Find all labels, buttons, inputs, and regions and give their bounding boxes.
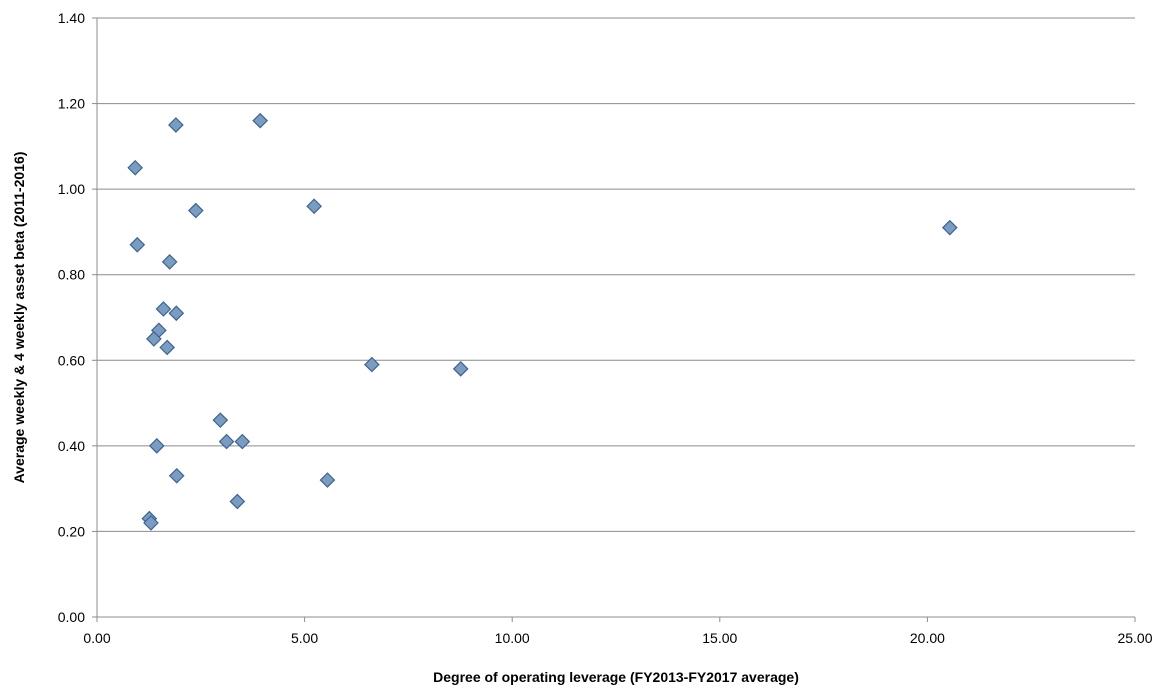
data-point [229,493,246,510]
y-tick-label: 1.00 [58,181,85,197]
data-point [168,117,184,133]
x-tick-label: 25.00 [1117,630,1152,646]
y-tick-label: 0.00 [58,609,85,625]
data-point [234,433,251,450]
data-point [127,159,144,176]
data-point [129,236,146,253]
data-point [146,331,162,347]
y-tick-label: 0.60 [58,352,85,368]
data-point [143,515,159,531]
x-tick-label: 15.00 [702,630,737,646]
data-point [148,438,165,454]
data-point [212,412,229,429]
data-points [127,112,958,531]
data-point [161,254,178,270]
x-tick-label: 5.00 [291,630,318,646]
data-point [187,202,204,219]
x-tick-label: 10.00 [495,630,530,646]
data-point [306,198,322,215]
data-point [452,360,469,377]
x-tick-label: 20.00 [910,630,945,646]
x-tick-label: 0.00 [83,630,110,646]
data-point [168,467,185,484]
y-tick-label: 1.40 [58,10,85,26]
x-axis-title: Degree of operating leverage (FY2013-FY2… [433,669,799,685]
y-tick-label: 0.80 [58,267,85,283]
data-point [252,112,269,129]
y-tick-label: 0.40 [58,438,85,454]
data-point [364,356,380,373]
y-axis-title: Average weekly & 4 weekly asset beta (20… [11,152,27,484]
data-point [319,472,336,488]
y-tick-label: 0.20 [58,523,85,539]
x-axis-tick-labels: 0.00 5.00 10.00 15.00 20.00 25.00 [83,630,1152,646]
data-point [159,339,176,356]
y-axis-tick-labels: 0.00 0.20 0.40 0.60 0.80 1.00 1.20 1.40 [58,10,85,625]
data-point [155,301,172,317]
data-point [941,219,958,236]
gridlines [92,17,1136,622]
data-point [168,305,185,322]
data-point [218,433,235,450]
y-tick-label: 1.20 [58,96,85,112]
